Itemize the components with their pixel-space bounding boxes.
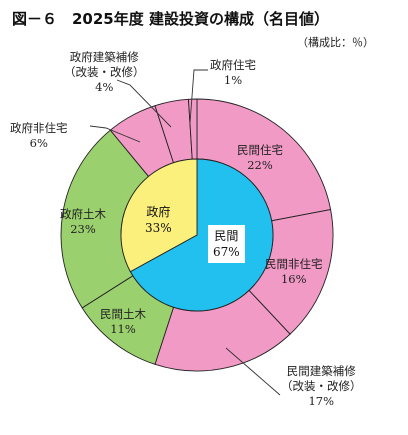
unit-note: （構成比：％） bbox=[297, 36, 374, 49]
inner-label-private: 民間 67% bbox=[208, 225, 245, 263]
private-civil-name: 民間土木 bbox=[100, 307, 146, 321]
gov-repair-value: 4% bbox=[95, 80, 114, 94]
inner-gov-value: 33% bbox=[145, 221, 172, 235]
gov-civil-value: 23% bbox=[70, 222, 96, 236]
label-private-civil: 民間土木 11% bbox=[100, 307, 146, 337]
gov-nonres-name: 政府非住宅 bbox=[10, 121, 68, 135]
gov-repair-line2: （改装・改修） bbox=[64, 65, 145, 79]
inner-private-name: 民間 bbox=[214, 229, 239, 243]
inner-label-gov: 政府 33% bbox=[145, 204, 172, 236]
label-private-housing: 民間住宅 22% bbox=[237, 143, 283, 173]
gov-repair-line1: 政府建築補修 bbox=[69, 50, 139, 64]
label-private-nonres: 民間非住宅 16% bbox=[265, 257, 323, 287]
leader-gov-nonres bbox=[89, 125, 141, 143]
private-civil-value: 11% bbox=[110, 322, 136, 336]
private-nonres-name: 民間非住宅 bbox=[265, 257, 323, 271]
label-gov-housing: 政府住宅 1% bbox=[210, 58, 256, 88]
private-repair-line1: 民間建築補修 bbox=[286, 364, 356, 378]
inner-gov-name: 政府 bbox=[146, 205, 171, 219]
leader-gov-repair bbox=[116, 79, 172, 128]
private-repair-value: 17% bbox=[308, 394, 335, 408]
private-housing-value: 22% bbox=[247, 158, 273, 172]
chart-title: 図－６ 2025年度 建設投資の構成（名目値） bbox=[12, 10, 329, 28]
label-gov-civil: 政府土木 23% bbox=[60, 207, 106, 237]
inner-slice-1 bbox=[120, 158, 198, 273]
inner-private-value: 67% bbox=[213, 245, 240, 259]
gov-civil-name: 政府土木 bbox=[60, 207, 106, 221]
gov-nonres-value: 6% bbox=[29, 136, 48, 150]
label-gov-repair: 政府建築補修 （改装・改修） 4% bbox=[64, 50, 145, 95]
gov-housing-name: 政府住宅 bbox=[210, 58, 256, 72]
inner-ring bbox=[120, 158, 274, 312]
outer-ring bbox=[60, 98, 334, 372]
leader-lines bbox=[89, 69, 281, 396]
label-private-repair: 民間建築補修 （改装・改修） 17% bbox=[281, 364, 362, 409]
private-nonres-value: 16% bbox=[280, 272, 307, 286]
label-gov-nonres: 政府非住宅 6% bbox=[10, 121, 68, 151]
leader-gov-housing bbox=[189, 69, 208, 124]
gov-housing-value: 1% bbox=[223, 73, 243, 87]
inner-slice-0 bbox=[129, 158, 274, 312]
private-housing-name: 民間住宅 bbox=[237, 143, 283, 157]
private-repair-line2: （改装・改修） bbox=[281, 379, 362, 393]
leader-private-repair bbox=[225, 347, 281, 396]
